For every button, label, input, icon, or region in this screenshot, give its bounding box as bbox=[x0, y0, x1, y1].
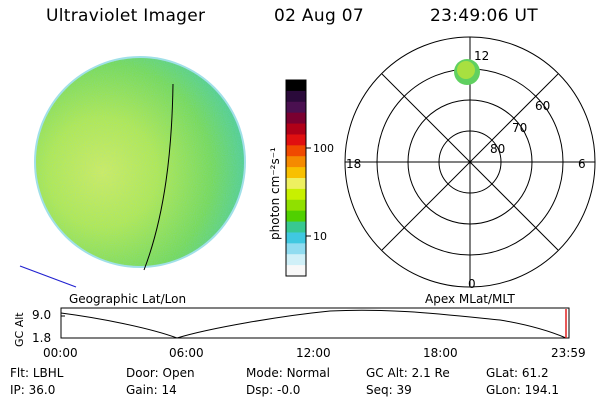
colorbar-band bbox=[286, 90, 306, 103]
lat-label-60: 60 bbox=[535, 99, 550, 113]
status-glon: GLon: 194.1 bbox=[486, 383, 559, 397]
globe-label: Geographic Lat/Lon bbox=[69, 292, 186, 306]
colorbar-band bbox=[286, 101, 306, 114]
polar-plot bbox=[344, 36, 596, 288]
altitude-curve bbox=[60, 309, 567, 339]
polar-label: Apex MLat/MLT bbox=[425, 292, 515, 306]
timeline-frame bbox=[60, 307, 570, 339]
colorbar-band bbox=[286, 232, 306, 244]
status-gain: Gain: 14 bbox=[126, 383, 177, 397]
colorbar-band bbox=[286, 210, 306, 223]
colorbar-band bbox=[286, 123, 306, 135]
colorbar-band bbox=[286, 156, 306, 168]
colorbar-band bbox=[286, 188, 306, 201]
time-readout: 23:49:06 UT bbox=[430, 6, 538, 26]
status-ip: IP: 36.0 bbox=[10, 383, 56, 397]
status-dsp: Dsp: -0.0 bbox=[246, 383, 301, 397]
colorbar-band bbox=[286, 221, 306, 233]
mlt-label-6: 6 bbox=[578, 157, 586, 171]
colorbar-band bbox=[286, 178, 306, 190]
lat-label-80: 80 bbox=[490, 142, 505, 156]
colorbar-label: photon cm⁻²s⁻¹ bbox=[268, 147, 282, 240]
colorbar-band bbox=[286, 80, 306, 92]
timeline-xtick-1200: 12:00 bbox=[296, 346, 331, 360]
colorbar-band bbox=[286, 112, 306, 125]
timeline-ymin: 1.8 bbox=[32, 331, 51, 345]
timeline-xtick-0600: 06:00 bbox=[169, 346, 204, 360]
app-title: Ultraviolet Imager bbox=[46, 6, 206, 26]
status-seq: Seq: 39 bbox=[366, 383, 412, 397]
status-filter: Flt: LBHL bbox=[10, 366, 64, 380]
aurora-blob bbox=[454, 59, 480, 85]
timeline-xtick-2359: 23:59 bbox=[551, 346, 586, 360]
terminator-line bbox=[143, 83, 174, 271]
status-door: Door: Open bbox=[126, 366, 195, 380]
colorbar-band bbox=[286, 265, 306, 277]
mlt-label-18: 18 bbox=[346, 157, 361, 171]
timeline-xtick-1800: 18:00 bbox=[423, 346, 458, 360]
colorbar-tick-10: 10 bbox=[313, 230, 327, 243]
date-readout: 02 Aug 07 bbox=[274, 6, 364, 26]
mlt-label-0: 0 bbox=[468, 277, 476, 291]
colorbar-band bbox=[286, 243, 306, 255]
colorbar-band bbox=[286, 145, 306, 157]
colorbar-band bbox=[286, 167, 306, 179]
colorbar-tick-100: 100 bbox=[313, 142, 334, 155]
colorbar-band bbox=[286, 134, 306, 146]
colorbar-frame bbox=[285, 79, 311, 277]
status-gc-alt: GC Alt: 2.1 Re bbox=[366, 366, 450, 380]
status-glat: GLat: 61.2 bbox=[486, 366, 549, 380]
status-mode: Mode: Normal bbox=[246, 366, 330, 380]
colorbar-band bbox=[286, 254, 306, 266]
timeline-xtick-0000: 00:00 bbox=[43, 346, 78, 360]
globe-image bbox=[19, 56, 246, 288]
timeline-ymax: 9.0 bbox=[32, 308, 51, 322]
orbit-track-line bbox=[19, 265, 77, 288]
colorbar bbox=[286, 80, 306, 277]
colorbar-band bbox=[286, 199, 306, 212]
mlt-label-12: 12 bbox=[474, 49, 489, 63]
lat-label-70: 70 bbox=[512, 121, 527, 135]
timeline-ylabel: GC Alt bbox=[13, 312, 26, 347]
